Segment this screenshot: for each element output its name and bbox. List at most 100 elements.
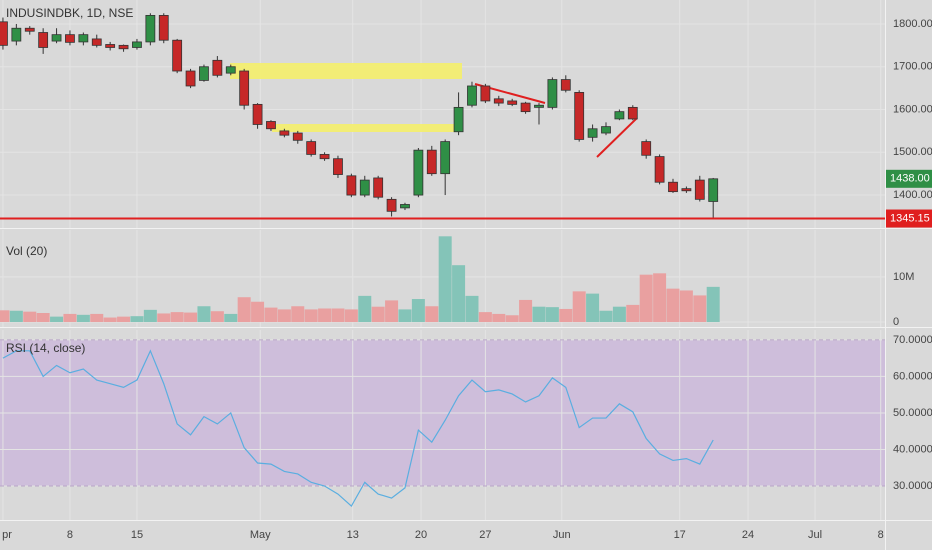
volume-bar <box>184 312 198 323</box>
volume-bar <box>103 317 117 323</box>
candle-body <box>319 154 330 160</box>
y-tick-label: 1600.00 <box>893 103 932 115</box>
x-tick-label: 15 <box>131 529 143 541</box>
candle-body <box>225 66 236 74</box>
volume-bar <box>371 306 385 323</box>
candle-body <box>91 38 102 46</box>
volume-bar <box>411 299 425 323</box>
candle-body <box>105 44 116 48</box>
candle-body <box>520 102 531 113</box>
candle-body <box>574 91 585 140</box>
volume-bar <box>36 313 50 323</box>
x-tick-label: pr <box>2 529 12 541</box>
volume-bar <box>0 310 10 323</box>
volume-bar <box>626 304 640 323</box>
volume-bar <box>264 307 278 323</box>
volume-bar <box>23 311 37 323</box>
y-tick-label: 1800.00 <box>893 18 932 30</box>
candle-body <box>359 179 370 196</box>
volume-bar <box>599 310 613 323</box>
y-tick-label: 60.0000 <box>893 370 932 382</box>
candle-body <box>252 103 263 125</box>
volume-bar <box>76 314 90 323</box>
candle-body <box>480 85 491 102</box>
x-tick-label: 20 <box>415 529 427 541</box>
last-price-box <box>886 169 932 188</box>
candle-body <box>292 132 303 141</box>
last-price-label: 1438.00 <box>890 173 930 185</box>
trend-line <box>596 117 638 158</box>
volume-bar <box>344 309 358 323</box>
candle-body <box>346 175 357 196</box>
volume-bar <box>679 290 693 323</box>
volume-bar <box>385 300 399 323</box>
candle-body <box>199 66 209 81</box>
volume-bar <box>612 306 626 323</box>
candle-body <box>493 98 504 104</box>
volume-bar <box>237 297 251 323</box>
candle-body <box>65 34 75 43</box>
candle-body <box>654 156 665 183</box>
x-tick-label: 8 <box>67 529 73 541</box>
candle-body <box>627 106 638 120</box>
x-tick-label: 24 <box>742 529 754 541</box>
candle-body <box>386 198 397 212</box>
candle-body <box>681 188 692 192</box>
price-label-box <box>886 209 932 228</box>
volume-bar <box>50 316 64 323</box>
candle-body <box>440 141 451 175</box>
volume-bar <box>586 293 600 323</box>
volume-bar <box>143 309 157 323</box>
candle-body <box>453 106 464 133</box>
chart-title: INDUSINDBK, 1D, NSE <box>6 6 133 20</box>
marks <box>0 13 885 508</box>
candle-body <box>708 178 719 202</box>
candle-body <box>38 32 49 48</box>
volume-bar <box>331 308 345 323</box>
volume-bar <box>291 306 305 323</box>
candle-body <box>0 21 8 46</box>
x-tick-label: 27 <box>479 529 491 541</box>
candle-body <box>547 79 558 108</box>
volume-bar <box>318 308 332 323</box>
candle-body <box>413 149 424 196</box>
x-tick-label: Jun <box>553 529 571 541</box>
volume-bar <box>653 273 667 323</box>
candle-body <box>172 39 183 72</box>
volume-bar <box>519 299 533 323</box>
pane-title: RSI (14, close) <box>6 341 85 355</box>
volume-bar <box>572 291 586 323</box>
volume-bar <box>492 313 506 323</box>
candle-body <box>145 14 156 43</box>
candle-body <box>507 100 518 105</box>
pane-title: Vol (20) <box>6 244 47 258</box>
volume-bar <box>706 286 720 323</box>
volume-bar <box>505 315 519 323</box>
candle-body <box>560 79 571 91</box>
y-tick-label: 70.0000 <box>893 334 932 346</box>
volume-bar <box>639 274 653 323</box>
highlight-zone <box>230 63 462 79</box>
candle-body <box>279 130 290 136</box>
volume-bar <box>130 316 144 323</box>
candle-body <box>587 128 598 138</box>
volume-bar <box>452 265 466 323</box>
candle-body <box>694 179 705 200</box>
candle-body <box>333 158 343 175</box>
volume-bar <box>210 311 224 323</box>
volume-bar <box>90 313 104 323</box>
candle-body <box>132 41 142 48</box>
x-tick-label: 13 <box>347 529 359 541</box>
candle-body <box>601 126 611 134</box>
candle-body <box>426 149 437 175</box>
volume-bar <box>666 288 680 323</box>
candle-body <box>11 27 22 42</box>
candle-body <box>534 104 544 108</box>
y-tick-label: 50.0000 <box>893 407 932 419</box>
volume-bar <box>251 301 265 323</box>
candle-body <box>266 121 276 130</box>
candle-body <box>78 34 89 43</box>
x-tick-label: 17 <box>674 529 686 541</box>
candle-body <box>212 59 223 76</box>
volume-bar <box>157 313 171 323</box>
